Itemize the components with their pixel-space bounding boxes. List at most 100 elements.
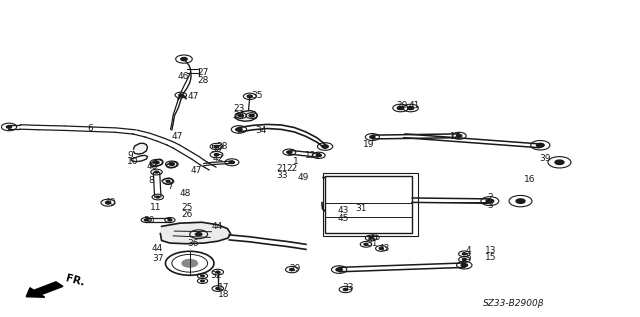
Text: 29: 29: [289, 264, 301, 273]
Text: 24: 24: [234, 111, 245, 120]
Text: 7: 7: [167, 182, 173, 191]
Circle shape: [461, 264, 467, 267]
Text: 48: 48: [147, 162, 157, 171]
Circle shape: [353, 196, 362, 200]
Text: 44: 44: [152, 244, 163, 253]
Circle shape: [316, 154, 321, 157]
Circle shape: [166, 180, 170, 182]
Circle shape: [106, 202, 111, 204]
Text: 39: 39: [539, 154, 550, 163]
Text: 27: 27: [197, 68, 209, 77]
Circle shape: [536, 143, 544, 147]
Text: 46: 46: [177, 72, 189, 81]
Polygon shape: [234, 111, 257, 121]
Circle shape: [238, 114, 243, 117]
Circle shape: [249, 114, 254, 117]
Circle shape: [337, 218, 341, 220]
Text: 8: 8: [149, 176, 155, 185]
Circle shape: [384, 222, 392, 226]
Circle shape: [336, 268, 342, 271]
Text: 19: 19: [364, 140, 375, 149]
Circle shape: [201, 275, 204, 277]
Polygon shape: [134, 143, 148, 154]
Circle shape: [337, 210, 341, 212]
Text: 45: 45: [370, 233, 381, 242]
Text: 33: 33: [276, 171, 288, 180]
Text: 21: 21: [276, 164, 288, 173]
Text: 47: 47: [191, 166, 202, 175]
Circle shape: [6, 126, 12, 128]
Text: 9: 9: [127, 151, 133, 160]
Text: 43: 43: [338, 206, 349, 215]
Text: 20: 20: [397, 101, 408, 110]
Circle shape: [179, 94, 182, 96]
Circle shape: [154, 161, 159, 164]
Text: 41: 41: [408, 101, 419, 110]
Circle shape: [156, 196, 160, 198]
Text: 33: 33: [342, 283, 354, 292]
Circle shape: [168, 219, 172, 221]
Circle shape: [462, 258, 467, 261]
Text: 22: 22: [287, 164, 298, 173]
Text: 15: 15: [484, 253, 496, 262]
Text: 13: 13: [484, 246, 496, 255]
Circle shape: [214, 154, 219, 156]
Text: FR.: FR.: [65, 274, 86, 288]
Text: 23: 23: [234, 104, 245, 113]
Circle shape: [214, 146, 219, 148]
Text: 3: 3: [487, 201, 493, 210]
Circle shape: [462, 253, 467, 255]
Circle shape: [397, 107, 404, 110]
Circle shape: [332, 222, 340, 226]
Text: SZ33-B2900β: SZ33-B2900β: [483, 300, 545, 308]
Text: 12: 12: [305, 151, 317, 160]
Circle shape: [555, 160, 564, 165]
Text: 1: 1: [293, 157, 299, 166]
Text: 38: 38: [216, 142, 228, 151]
Circle shape: [486, 199, 493, 203]
Text: 6: 6: [87, 124, 93, 133]
Circle shape: [457, 134, 462, 137]
Text: 4: 4: [466, 246, 471, 255]
Text: 48: 48: [179, 189, 191, 198]
Text: 43: 43: [379, 244, 390, 253]
Text: 16: 16: [524, 175, 536, 184]
FancyBboxPatch shape: [325, 177, 412, 233]
Circle shape: [247, 95, 252, 98]
Circle shape: [290, 268, 294, 271]
Circle shape: [516, 199, 525, 203]
Circle shape: [180, 57, 187, 61]
Circle shape: [370, 136, 375, 138]
FancyArrow shape: [26, 282, 63, 297]
Text: 50: 50: [210, 145, 221, 153]
Circle shape: [408, 107, 414, 110]
Text: 17: 17: [218, 283, 229, 292]
Text: 18: 18: [218, 290, 229, 299]
Circle shape: [384, 191, 392, 194]
Circle shape: [145, 219, 148, 221]
Circle shape: [287, 151, 292, 153]
Circle shape: [195, 233, 202, 236]
Text: 5: 5: [466, 253, 471, 262]
Text: 37: 37: [152, 254, 164, 263]
Circle shape: [236, 128, 242, 131]
Text: 47: 47: [172, 132, 183, 141]
Circle shape: [332, 191, 340, 194]
Circle shape: [364, 243, 368, 245]
Text: 47: 47: [188, 92, 199, 101]
Circle shape: [322, 145, 328, 148]
Text: 40: 40: [105, 197, 116, 207]
Text: 31: 31: [355, 204, 367, 213]
Text: 36: 36: [187, 239, 198, 248]
Text: 32: 32: [210, 271, 221, 280]
Text: 2: 2: [487, 193, 493, 203]
Text: 11: 11: [150, 203, 161, 212]
Circle shape: [155, 171, 159, 173]
Text: 25: 25: [181, 203, 193, 212]
Polygon shape: [161, 222, 230, 244]
Text: 26: 26: [181, 210, 193, 219]
Text: 28: 28: [197, 76, 209, 85]
Text: 30: 30: [143, 216, 155, 224]
Text: 44: 44: [211, 222, 223, 231]
Circle shape: [353, 207, 357, 209]
